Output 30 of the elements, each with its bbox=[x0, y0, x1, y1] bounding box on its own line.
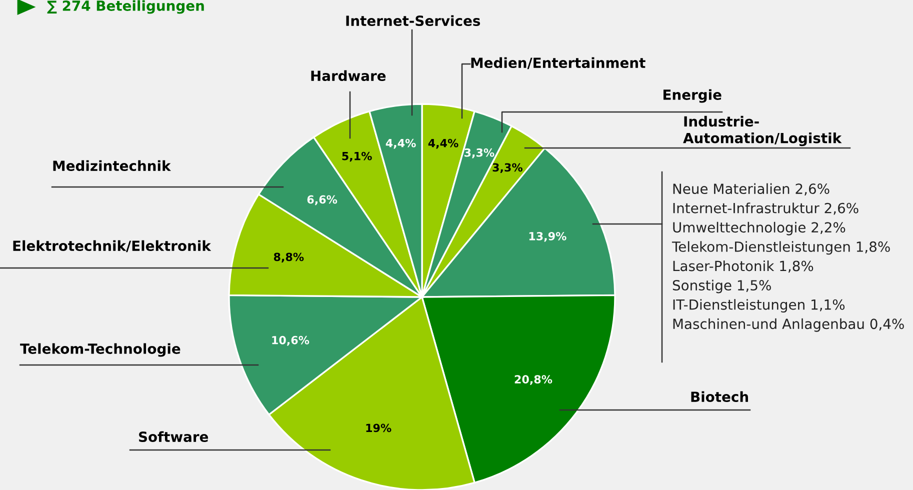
text: Umwelttechnologie 2,2% bbox=[673, 222, 846, 236]
text: Maschinen-und Anlagenbau 0,4% bbox=[673, 318, 904, 332]
data-label: 13,9% bbox=[529, 232, 566, 242]
data-label: 3,3% bbox=[464, 148, 494, 158]
data-label: 19% bbox=[366, 424, 392, 432]
text: Internet-Infrastruktur 2,6% bbox=[673, 202, 858, 215]
text: IT-Dienstleistungen 1,1% bbox=[673, 299, 845, 313]
slice-label: Biotech bbox=[691, 391, 748, 402]
slice-label: Software bbox=[138, 431, 208, 442]
text: Telekom-Dienstleistungen 1,8% bbox=[672, 241, 890, 255]
text: Sonstige 1,5% bbox=[672, 280, 771, 294]
chart-title: ∑ 274 Beteiligungen bbox=[47, 0, 204, 14]
slice-label: Hardware bbox=[311, 70, 386, 82]
slice-label: Energie bbox=[664, 89, 722, 103]
data-label: 4,4% bbox=[428, 138, 458, 149]
slice-label: Medien/Entertainment bbox=[471, 57, 646, 70]
slice-label: Medizintechnik bbox=[53, 160, 172, 172]
data-label: 6,6% bbox=[307, 195, 338, 206]
data-label: 4,4% bbox=[386, 138, 416, 149]
data-label: 8,8% bbox=[274, 252, 304, 263]
data-label: 3,3% bbox=[492, 163, 522, 174]
slice-label: Industrie- Automation/Logistik bbox=[683, 116, 842, 146]
data-label: 20,8% bbox=[514, 375, 552, 385]
slice-label: Internet-Services bbox=[346, 15, 480, 26]
data-label: 10,6% bbox=[272, 336, 310, 346]
data-label: 5,1% bbox=[342, 152, 372, 162]
text: Neue Materialien 2,6% bbox=[673, 183, 830, 196]
slice-label: Elektrotechnik/Elektronik bbox=[13, 240, 212, 252]
slice-label: Telekom-Technologie bbox=[20, 343, 180, 357]
text: Laser-Photonik 1,8% bbox=[673, 260, 814, 273]
